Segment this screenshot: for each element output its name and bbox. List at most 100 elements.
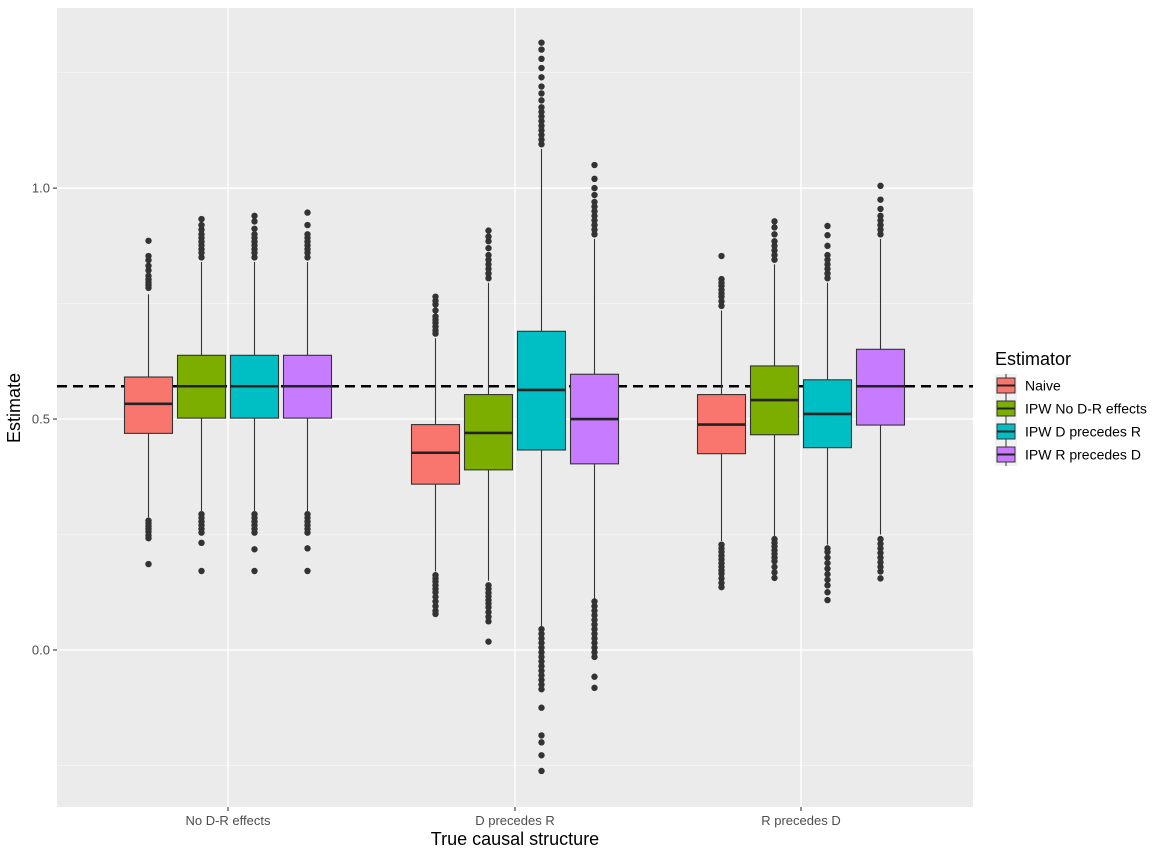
outlier-point: [538, 90, 545, 97]
outlier-point: [824, 222, 831, 230]
y-tick-label: 0.0: [32, 642, 50, 657]
outlier-point: [538, 672, 545, 679]
outlier-point: [432, 607, 439, 614]
outlier-point: [718, 252, 725, 260]
outlier-point: [145, 262, 152, 269]
outlier-point: [771, 218, 778, 225]
outlier-point: [538, 113, 545, 120]
outlier-point: [485, 274, 492, 282]
box: [749, 218, 800, 582]
outlier-point: [718, 275, 725, 283]
outlier-point: [591, 175, 598, 183]
outlier-point: [824, 232, 831, 239]
y-axis: 0.0 0.5 1.0: [32, 181, 57, 657]
outlier-point: [432, 571, 439, 579]
outlier-point: [824, 261, 831, 268]
outlier-point: [591, 217, 598, 224]
outlier-point: [485, 238, 492, 245]
outlier-point: [304, 221, 311, 229]
outlier-point: [771, 242, 778, 250]
outlier-point: [591, 635, 598, 642]
x-tick-label: D precedes R: [475, 813, 554, 828]
outlier-point: [538, 681, 545, 688]
outlier-point: [877, 217, 884, 224]
outlier-point: [145, 517, 152, 524]
outlier-point: [824, 576, 831, 583]
outlier-point: [538, 122, 545, 129]
outlier-point: [877, 545, 884, 552]
outlier-point: [304, 231, 311, 238]
outlier-point: [591, 184, 598, 192]
outlier-point: [877, 549, 884, 557]
x-tick-label: No D-R effects: [185, 813, 271, 828]
outlier-point: [485, 608, 492, 616]
outlier-point: [538, 649, 545, 656]
outlier-point: [591, 226, 598, 233]
outlier-point: [251, 567, 258, 575]
outlier-point: [538, 83, 545, 90]
outlier-point: [538, 108, 545, 116]
legend-item: IPW D precedes R: [995, 420, 1141, 443]
outlier-point: [771, 238, 778, 245]
outlier-point: [591, 673, 598, 680]
outlier-point: [538, 39, 545, 46]
outlier-point: [771, 231, 778, 238]
legend-label: Naive: [1025, 378, 1061, 394]
box: [802, 222, 853, 604]
outlier-point: [591, 612, 598, 619]
outlier-point: [538, 686, 545, 693]
outlier-point: [198, 231, 205, 238]
outlier-point: [485, 233, 492, 240]
outlier-point: [877, 196, 884, 203]
legend-item: IPW R precedes D: [995, 443, 1141, 466]
box: [463, 227, 514, 645]
outlier-point: [718, 302, 725, 310]
outlier-point: [877, 535, 884, 543]
outlier-point: [145, 252, 152, 260]
outlier-point: [591, 231, 598, 238]
box: [176, 215, 227, 575]
outlier-point: [198, 226, 205, 233]
outlier-point: [538, 127, 545, 134]
outlier-point: [485, 638, 492, 645]
outlier-point: [145, 272, 152, 280]
outlier-point: [145, 267, 152, 274]
outlier-point: [877, 221, 884, 229]
box: [123, 237, 174, 568]
outlier-point: [718, 541, 725, 548]
outlier-point: [877, 568, 884, 575]
box: [569, 161, 620, 692]
outlier-point: [771, 574, 778, 582]
outlier-point: [591, 212, 598, 220]
outlier-point: [538, 630, 545, 638]
outlier-point: [591, 684, 598, 692]
box: [410, 293, 461, 618]
outlier-point: [591, 625, 598, 633]
y-tick-label: 1.0: [32, 181, 50, 196]
outlier-point: [432, 307, 439, 314]
outlier-point: [198, 254, 205, 261]
outlier-point: [771, 224, 778, 231]
outlier-point: [591, 621, 598, 628]
outlier-point: [198, 215, 205, 223]
outlier-point: [198, 539, 205, 547]
box-groups: [123, 39, 906, 775]
outlier-point: [538, 739, 545, 746]
box: [696, 252, 747, 591]
outlier-point: [591, 161, 598, 169]
outlier-point: [198, 567, 205, 575]
outlier-point: [591, 649, 598, 656]
outlier-point: [538, 732, 545, 739]
outlier-point: [538, 74, 545, 81]
outlier-point: [251, 254, 258, 261]
outlier-point: [251, 212, 258, 220]
outlier-point: [485, 613, 492, 620]
outlier-point: [485, 244, 492, 252]
outlier-point: [877, 559, 884, 566]
outlier-point: [485, 265, 492, 273]
outlier-point: [824, 265, 831, 273]
outlier-point: [877, 226, 884, 233]
outlier-point: [591, 653, 598, 661]
outlier-point: [771, 563, 778, 571]
